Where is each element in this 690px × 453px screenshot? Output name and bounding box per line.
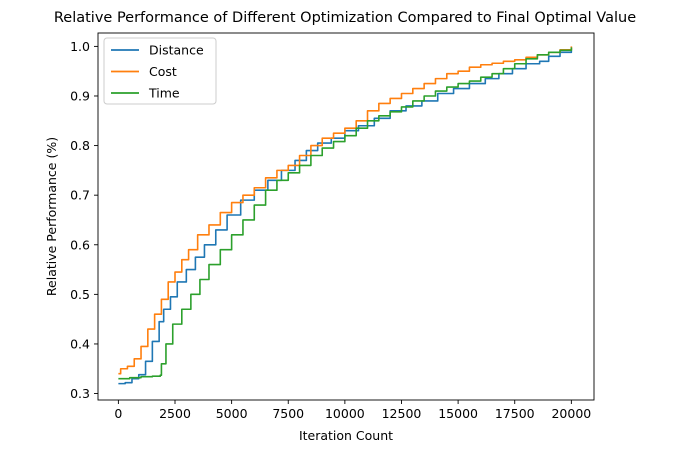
x-tick-label: 17500 — [495, 406, 535, 421]
y-tick-label: 0.3 — [70, 386, 90, 401]
x-axis-label: Iteration Count — [299, 428, 393, 443]
series-line-time — [118, 47, 573, 380]
y-tick-label: 0.6 — [70, 237, 90, 252]
x-tick-label: 12500 — [382, 406, 422, 421]
x-tick-label: 15000 — [438, 406, 478, 421]
x-tick-label: 5000 — [216, 406, 248, 421]
series-line-distance — [118, 47, 573, 385]
legend: Distance Cost Time — [103, 37, 217, 105]
chart-title: Relative Performance of Different Optimi… — [54, 10, 636, 26]
y-tick-label: 0.4 — [70, 336, 90, 351]
y-tick-label: 0.5 — [70, 287, 90, 302]
series-line-cost — [118, 46, 573, 375]
x-axis: 0 2500 5000 7500 10000 12500 15000 17500 20000 — [114, 400, 591, 421]
legend-label-distance: Distance — [149, 43, 204, 58]
x-tick-label: 2500 — [159, 406, 191, 421]
y-tick-label: 1.0 — [70, 39, 90, 54]
legend-box — [103, 37, 217, 105]
legend-label-cost: Cost — [149, 64, 177, 79]
y-tick-label: 0.8 — [70, 138, 90, 153]
x-tick-label: 7500 — [272, 406, 304, 421]
y-axis-label: Relative Performance (%) — [44, 137, 59, 296]
legend-label-time: Time — [148, 86, 180, 101]
x-tick-label: 20000 — [551, 406, 591, 421]
plot-frame — [97, 32, 595, 401]
x-tick-label: 10000 — [325, 406, 365, 421]
y-tick-label: 0.9 — [70, 88, 90, 103]
y-tick-label: 0.7 — [70, 188, 90, 203]
x-tick-label: 0 — [114, 406, 122, 421]
series-layer — [118, 46, 573, 385]
y-axis: 0.3 0.4 0.5 0.6 0.7 0.8 0.9 1.0 — [70, 39, 98, 401]
